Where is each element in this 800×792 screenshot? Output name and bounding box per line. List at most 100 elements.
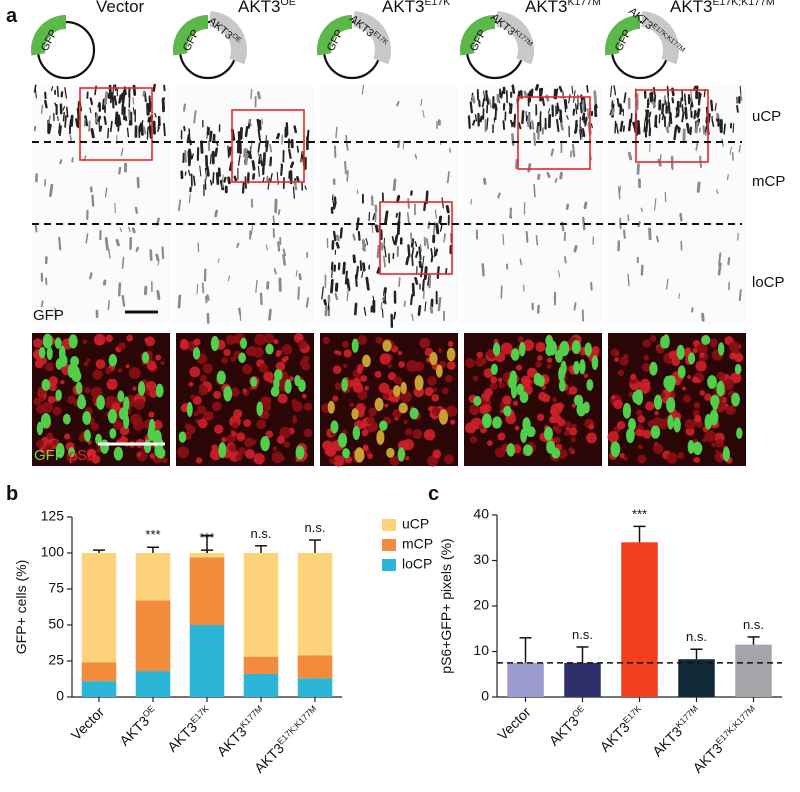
ps6-cell bbox=[522, 339, 535, 351]
cell bbox=[383, 255, 386, 268]
ps6-cell bbox=[188, 381, 194, 387]
cell bbox=[346, 278, 351, 292]
gfp-cell bbox=[626, 428, 635, 444]
gfp-cell bbox=[270, 386, 280, 397]
cell bbox=[357, 230, 361, 241]
ps6-cell bbox=[649, 335, 657, 342]
cell bbox=[406, 212, 410, 225]
ps6-cell bbox=[213, 390, 222, 399]
gfp-cell bbox=[662, 334, 670, 349]
cell bbox=[323, 299, 327, 306]
ps6-cell bbox=[445, 375, 453, 383]
cell bbox=[651, 100, 657, 108]
micrograph-gfp bbox=[32, 85, 170, 325]
ps6-cell bbox=[360, 375, 368, 382]
bar-segment bbox=[243, 673, 279, 697]
cell bbox=[474, 114, 478, 122]
bar-segment bbox=[297, 553, 333, 656]
ps6-cell bbox=[686, 374, 692, 380]
ps6-cell bbox=[424, 386, 434, 397]
ps6-cell bbox=[236, 432, 246, 442]
cell bbox=[380, 242, 384, 251]
cell bbox=[429, 305, 434, 314]
ps6-cell bbox=[258, 363, 269, 373]
region-label: uCP bbox=[752, 108, 781, 125]
gfp-cell bbox=[284, 379, 292, 394]
cell bbox=[434, 248, 439, 257]
ps6-cell bbox=[292, 415, 297, 420]
cell bbox=[627, 118, 632, 132]
ps6-cell bbox=[571, 403, 577, 408]
ps6-cell bbox=[204, 412, 214, 421]
ps6-cell bbox=[121, 436, 128, 444]
ps6-cell bbox=[254, 333, 267, 346]
gfp-cell bbox=[298, 379, 306, 392]
ps6-cell bbox=[375, 336, 383, 344]
gfp-cell bbox=[155, 383, 164, 398]
gfp-cell bbox=[40, 413, 51, 429]
ps6-cell bbox=[619, 356, 629, 366]
cell bbox=[643, 119, 646, 133]
cell bbox=[361, 239, 366, 252]
cell bbox=[183, 125, 186, 132]
cell bbox=[696, 108, 701, 118]
cell bbox=[637, 221, 641, 228]
column-title-base: AKT3 bbox=[670, 0, 713, 16]
ps6-cell bbox=[696, 379, 701, 384]
column-title-sup: E17K bbox=[425, 0, 451, 8]
cell bbox=[334, 292, 339, 301]
cell bbox=[398, 211, 401, 224]
cell bbox=[352, 233, 356, 241]
gfp-cell bbox=[666, 397, 676, 413]
cell bbox=[468, 119, 471, 128]
gfp-cell bbox=[216, 370, 226, 385]
cell bbox=[434, 209, 438, 219]
ps6-cell bbox=[536, 413, 545, 422]
cell bbox=[277, 209, 281, 216]
ps6-cell bbox=[225, 334, 236, 345]
ps6-cell bbox=[685, 347, 691, 353]
ps6-cell bbox=[189, 366, 201, 378]
ps6-cell bbox=[465, 358, 475, 368]
ps6-cell bbox=[361, 429, 369, 437]
cell bbox=[684, 106, 688, 120]
ps6-cell bbox=[298, 339, 308, 350]
ps6-cell bbox=[398, 360, 405, 368]
ps6-cell bbox=[642, 339, 652, 348]
cell bbox=[236, 242, 240, 249]
panel-label: c bbox=[428, 483, 439, 505]
cell bbox=[614, 120, 617, 134]
gfp-cell bbox=[218, 442, 227, 459]
gfp-cell bbox=[55, 389, 62, 401]
cell bbox=[666, 278, 669, 290]
x-tick-label: AKT3E17K bbox=[164, 703, 216, 755]
cell bbox=[580, 126, 584, 138]
ps6-cell bbox=[263, 396, 272, 405]
cell bbox=[417, 305, 422, 316]
cell bbox=[732, 123, 735, 133]
bar bbox=[678, 659, 715, 697]
gfp-cell bbox=[610, 441, 621, 458]
cell bbox=[738, 289, 742, 302]
cell bbox=[383, 246, 387, 258]
cell bbox=[558, 85, 563, 93]
ps6-cell bbox=[242, 388, 247, 393]
cell bbox=[193, 110, 197, 124]
ps6-cell bbox=[145, 380, 157, 392]
gfp-cell bbox=[118, 407, 129, 421]
gfp-cell bbox=[510, 348, 520, 361]
gfp-cell bbox=[382, 340, 392, 352]
cell bbox=[221, 174, 224, 188]
cell bbox=[215, 172, 220, 185]
ps6-cell bbox=[570, 437, 576, 443]
ps6-cell bbox=[90, 422, 99, 431]
ps6-cell bbox=[242, 364, 253, 375]
cell bbox=[527, 163, 532, 173]
gfp-cell bbox=[362, 354, 371, 368]
cell bbox=[330, 279, 334, 294]
gfp-cell bbox=[76, 396, 87, 410]
cell bbox=[627, 273, 630, 287]
gfp-cell bbox=[687, 440, 695, 454]
gfp-cell bbox=[341, 377, 348, 392]
cell bbox=[85, 233, 89, 244]
